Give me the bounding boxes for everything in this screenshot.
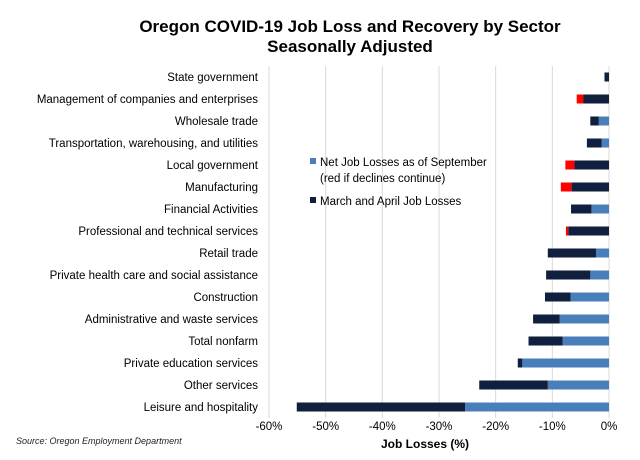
chart-title: Oregon COVID-19 Job Loss and Recovery by…	[139, 17, 561, 36]
category-label: Transportation, warehousing, and utiliti…	[49, 138, 258, 150]
x-tick-label: -20%	[482, 421, 509, 433]
category-label: Local government	[167, 160, 259, 172]
legend-label-march-april: March and April Job Losses	[320, 196, 462, 208]
category-label: Financial Activities	[164, 204, 258, 216]
bar-continued-declines-manufacturing	[560, 182, 572, 192]
legend: Net Job Losses as of September (red if d…	[310, 157, 487, 208]
legend-label-net-losses: Net Job Losses as of September	[320, 157, 487, 169]
bar-net-job-losses-as-of-sep-transportation-warehousing-and-utilities	[601, 138, 609, 148]
bar-continued-declines-management-of-companies-and-enterprises	[576, 94, 584, 104]
bar-continued-declines-professional-and-technical-services	[565, 226, 569, 236]
bar-net-job-losses-as-of-sep-financial-activities	[591, 204, 609, 214]
x-tick-label: -30%	[426, 421, 453, 433]
bar-net-job-losses-as-of-sep-wholesale-trade	[598, 116, 609, 126]
bar-march-and-april-job-loss-administrative-and-waste-services	[533, 314, 560, 324]
category-label: Total nonfarm	[188, 336, 258, 348]
bar-march-and-april-job-loss-leisure-and-hospitality	[296, 402, 466, 412]
x-tick-label: 0%	[601, 421, 618, 433]
x-tick-label: -50%	[312, 421, 339, 433]
category-label: Private education services	[124, 358, 258, 370]
category-label: Professional and technical services	[78, 226, 258, 238]
bar-net-job-losses-as-of-sep-administrative-and-waste-services	[559, 314, 609, 324]
source-note: Source: Oregon Employment Department	[16, 436, 182, 446]
category-label: Leisure and hospitality	[144, 402, 259, 414]
category-label: Manufacturing	[185, 182, 258, 194]
legend-swatch-net-losses	[310, 158, 316, 164]
bar-march-and-april-job-loss-retail-trade	[547, 248, 596, 258]
bar-march-and-april-job-loss-total-nonfarm	[528, 336, 563, 346]
legend-label-red-note: (red if declines continue)	[320, 173, 445, 185]
bar-net-job-losses-as-of-sep-other-services	[547, 380, 609, 390]
bar-march-and-april-job-loss-private-education-services	[517, 358, 523, 368]
bar-march-and-april-job-loss-private-health-care-and-social-assistance	[546, 270, 591, 280]
bar-net-job-losses-as-of-sep-total-nonfarm	[562, 336, 609, 346]
category-label: Management of companies and enterprises	[37, 94, 258, 106]
x-tick-label: -10%	[539, 421, 566, 433]
category-label: Wholesale trade	[175, 116, 258, 128]
bar-march-and-april-job-loss-financial-activities	[571, 204, 592, 214]
chart-subtitle: Seasonally Adjusted	[267, 37, 433, 56]
category-labels: State government Management of companies …	[37, 72, 259, 414]
bar-march-and-april-job-loss-wholesale-trade	[590, 116, 599, 126]
bar-continued-declines-local-government	[565, 160, 575, 170]
bar-march-and-april-job-loss-other-services	[479, 380, 548, 390]
x-tick-labels: -60% -50% -40% -30% -20% -10% 0%	[256, 421, 618, 433]
bar-march-and-april-job-loss-management-of-companies-and-enterprises	[583, 94, 609, 104]
bar-march-and-april-job-loss-construction	[544, 292, 571, 302]
category-label: Construction	[193, 292, 258, 304]
bar-march-and-april-job-loss-transportation-warehousing-and-utilities	[586, 138, 602, 148]
x-tick-label: -60%	[256, 421, 283, 433]
bar-net-job-losses-as-of-sep-retail-trade	[595, 248, 609, 258]
category-label: State government	[167, 72, 259, 84]
bar-march-and-april-job-loss-state-government	[604, 72, 609, 82]
bar-net-job-losses-as-of-sep-leisure-and-hospitality	[465, 402, 609, 412]
bar-march-and-april-job-loss-professional-and-technical-services	[568, 226, 609, 236]
bar-march-and-april-job-loss-local-government	[574, 160, 609, 170]
category-label: Other services	[184, 380, 258, 392]
bars	[296, 72, 609, 412]
bar-net-job-losses-as-of-sep-private-education-services	[522, 358, 609, 368]
category-label: Private health care and social assistanc…	[50, 270, 258, 282]
category-label: Administrative and waste services	[85, 314, 258, 326]
bar-march-and-april-job-loss-manufacturing	[571, 182, 609, 192]
x-tick-label: -40%	[369, 421, 396, 433]
category-label: Retail trade	[199, 248, 258, 260]
bar-net-job-losses-as-of-sep-construction	[570, 292, 609, 302]
legend-swatch-march-april	[310, 197, 316, 203]
x-axis-title: Job Losses (%)	[381, 437, 469, 451]
bar-net-job-losses-as-of-sep-private-health-care-and-social-assistance	[590, 270, 609, 280]
